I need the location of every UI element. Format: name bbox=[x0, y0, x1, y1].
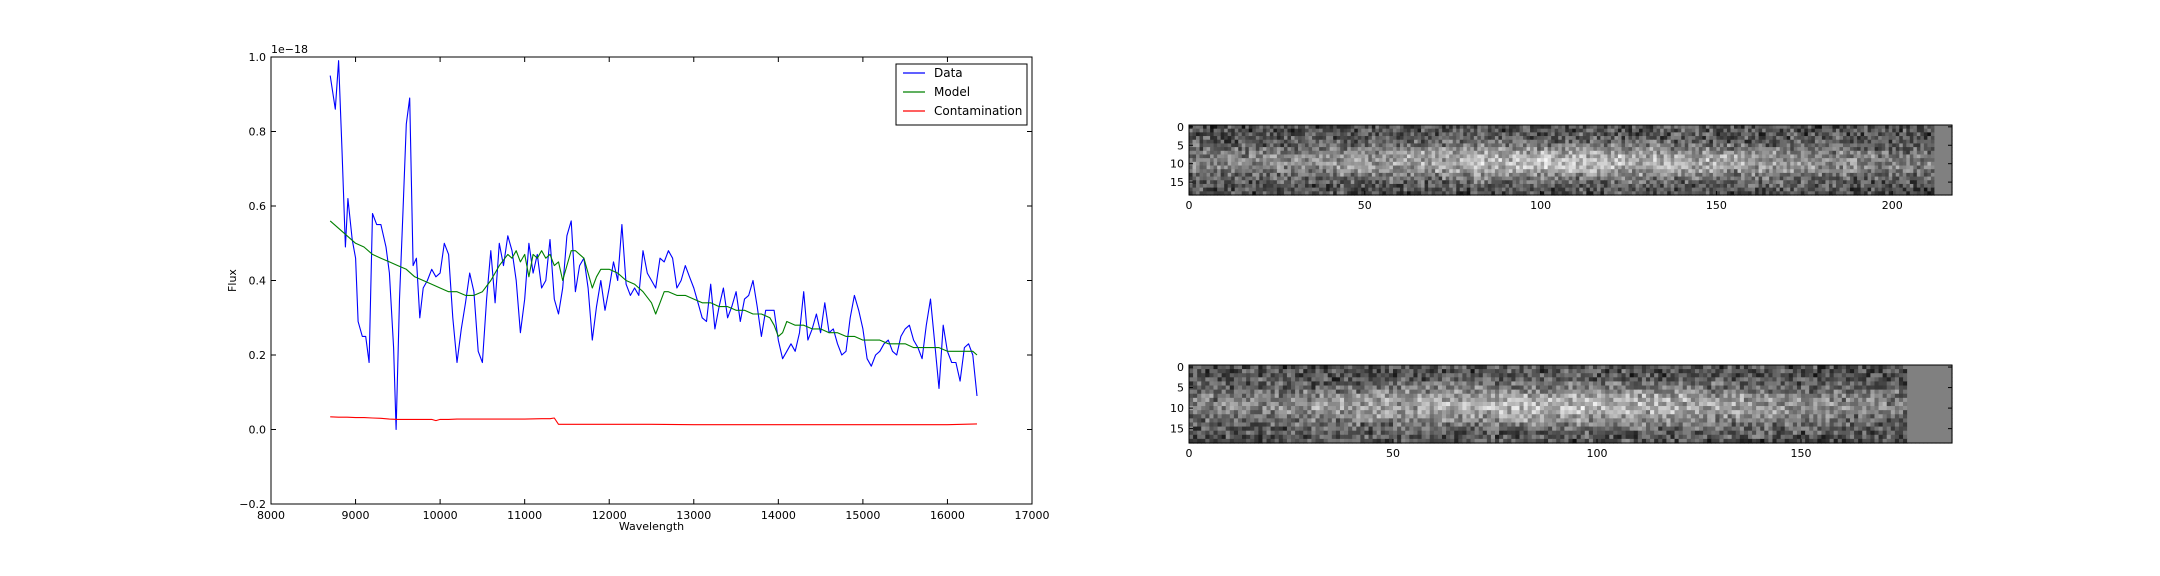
image-2-frame bbox=[1188, 364, 1953, 444]
y-tick-label: 0.0 bbox=[249, 424, 267, 437]
image-x-tick-label: 50 bbox=[1386, 447, 1400, 460]
image-x-tick-label: 100 bbox=[1587, 447, 1608, 460]
y-tick-label: 1.0 bbox=[249, 51, 267, 64]
y-tick-label: 0.6 bbox=[249, 200, 267, 213]
legend: Data Model Contamination bbox=[895, 63, 1028, 126]
image-x-tick-label: 200 bbox=[1882, 199, 1903, 212]
image-y-tick-label: 10 bbox=[1170, 402, 1184, 415]
x-tick-label: 15000 bbox=[845, 509, 880, 522]
y-tick-label: 0.4 bbox=[249, 275, 267, 288]
y-tick-label: 0.8 bbox=[249, 126, 267, 139]
x-tick-label: 13000 bbox=[676, 509, 711, 522]
x-tick-label: 16000 bbox=[930, 509, 965, 522]
legend-label-data: Data bbox=[934, 66, 963, 80]
spectrum-plot: 8000 9000 10000 11000 12000 13000 14000 15000 16… bbox=[226, 43, 1050, 533]
image-y-tick-label: 15 bbox=[1170, 423, 1184, 436]
y-tick-label: −0.2 bbox=[239, 498, 266, 511]
image-y-tick-label: 0 bbox=[1177, 121, 1184, 134]
image-y-tick-label: 5 bbox=[1177, 382, 1184, 395]
series-line-data bbox=[329, 60, 978, 431]
image-y-tick-label: 15 bbox=[1170, 176, 1184, 189]
series-line-model bbox=[329, 220, 978, 356]
x-tick-label: 17000 bbox=[1015, 509, 1050, 522]
image-x-tick-label: 0 bbox=[1186, 447, 1193, 460]
legend-label-model: Model bbox=[934, 85, 970, 99]
legend-label-contamination: Contamination bbox=[934, 104, 1022, 118]
image-x-tick-label: 50 bbox=[1358, 199, 1372, 212]
x-tick-label: 14000 bbox=[761, 509, 796, 522]
image-2-pixels bbox=[1189, 365, 1953, 444]
image-x-tick-label: 150 bbox=[1791, 447, 1812, 460]
x-tick-label: 12000 bbox=[592, 509, 627, 522]
image-1-pixels bbox=[1189, 125, 1953, 196]
y-axis-label: Flux bbox=[226, 269, 239, 292]
legend-box bbox=[895, 63, 1028, 126]
x-tick-label: 8000 bbox=[257, 509, 285, 522]
x-tick-label: 10000 bbox=[423, 509, 458, 522]
spectrum-image-2: 0 50 100 150 0 5 10 15 bbox=[1170, 361, 1953, 460]
x-axis-label: Wavelength bbox=[619, 520, 684, 533]
spectrum-image-1: 0 50 100 150 200 0 5 10 15 bbox=[1170, 121, 1953, 212]
x-tick-label: 9000 bbox=[342, 509, 370, 522]
image-x-tick-label: 150 bbox=[1706, 199, 1727, 212]
image-x-tick-label: 100 bbox=[1530, 199, 1551, 212]
image-1-frame bbox=[1188, 124, 1953, 196]
offset-label: 1e−18 bbox=[271, 43, 308, 56]
image-x-tick-label: 0 bbox=[1186, 199, 1193, 212]
x-tick-label: 11000 bbox=[507, 509, 542, 522]
image-y-tick-label: 5 bbox=[1177, 139, 1184, 152]
y-tick-label: 0.2 bbox=[249, 349, 267, 362]
image-y-tick-label: 0 bbox=[1177, 361, 1184, 374]
series-line-contamination bbox=[330, 416, 978, 426]
image-y-tick-label: 10 bbox=[1170, 158, 1184, 171]
